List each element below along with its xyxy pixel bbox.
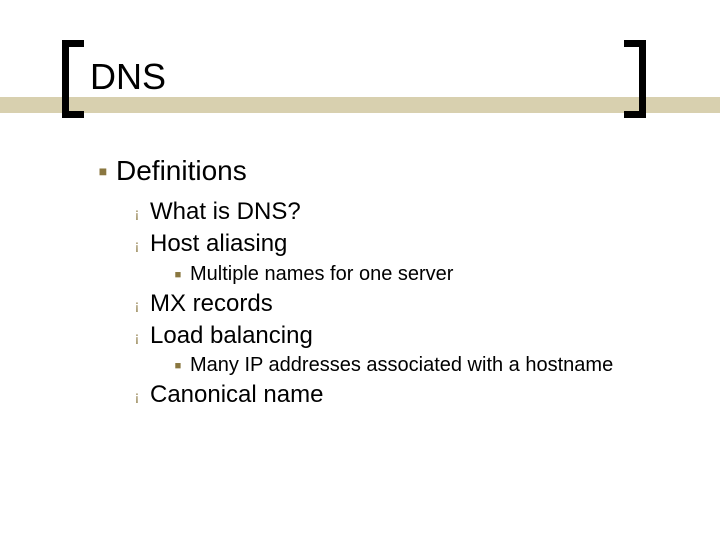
circle-bullet-icon: ¡ bbox=[124, 236, 150, 255]
title-stripe bbox=[0, 97, 720, 113]
circle-bullet-icon: ¡ bbox=[124, 328, 150, 347]
circle-bullet-icon: ¡ bbox=[124, 387, 150, 406]
square-bullet-icon: ■ bbox=[166, 359, 190, 374]
bullet-l1-text: Definitions bbox=[116, 152, 247, 190]
bullet-l2: ¡ Canonical name bbox=[124, 379, 650, 411]
bullet-l2: ¡ Load balancing bbox=[124, 320, 650, 352]
title-bracket-left-icon bbox=[62, 40, 84, 118]
square-bullet-icon: ■ bbox=[166, 268, 190, 283]
title-bracket-right-icon bbox=[624, 40, 646, 118]
slide-title: DNS bbox=[90, 56, 166, 98]
bullet-l3: ■ Multiple names for one server bbox=[166, 261, 650, 288]
bullet-l2: ¡ MX records bbox=[124, 288, 650, 320]
bullet-l2-text: Load balancing bbox=[150, 320, 313, 352]
bullet-l3: ■ Many IP addresses associated with a ho… bbox=[166, 352, 650, 379]
bullet-l2-text: MX records bbox=[150, 288, 273, 320]
bullet-l2: ¡ What is DNS? bbox=[124, 196, 650, 228]
square-bullet-icon: ■ bbox=[90, 162, 116, 181]
bullet-l3-text: Multiple names for one server bbox=[190, 261, 453, 288]
slide-body: ■ Definitions ¡ What is DNS? ¡ Host alia… bbox=[90, 152, 650, 412]
bullet-l2: ¡ Host aliasing bbox=[124, 228, 650, 260]
circle-bullet-icon: ¡ bbox=[124, 204, 150, 223]
circle-bullet-icon: ¡ bbox=[124, 296, 150, 315]
slide: DNS ■ Definitions ¡ What is DNS? ¡ Host … bbox=[0, 0, 720, 540]
bullet-l3-text: Many IP addresses associated with a host… bbox=[190, 352, 613, 379]
bullet-l2-text: Canonical name bbox=[150, 379, 323, 411]
bullet-l2-text: What is DNS? bbox=[150, 196, 301, 228]
bullet-l2-text: Host aliasing bbox=[150, 228, 287, 260]
bullet-l1: ■ Definitions bbox=[90, 152, 650, 190]
